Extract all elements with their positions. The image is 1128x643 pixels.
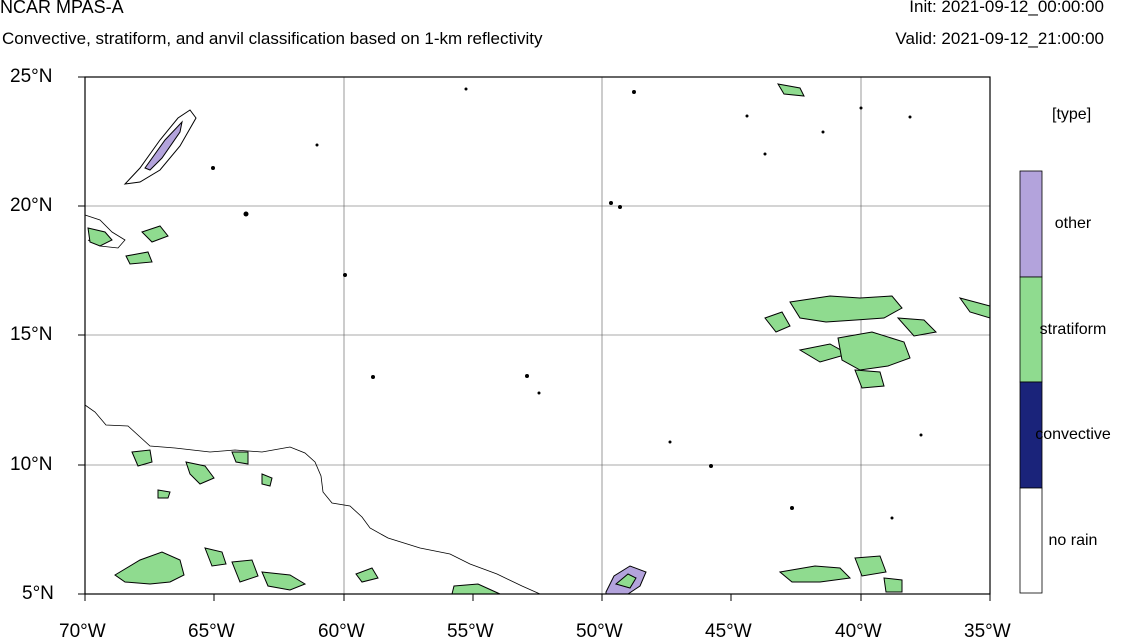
lon-label-65w: 65°W: [188, 621, 235, 642]
legend-label-no-rain: no rain: [1048, 532, 1098, 549]
lat-label-15n: 15°N: [10, 324, 53, 345]
plot-description: Convective, stratiform, and anvil classi…: [2, 29, 543, 48]
coastline: [84, 214, 541, 595]
precip-features: [87, 83, 991, 595]
lon-label-60w: 60°W: [318, 621, 365, 642]
lat-label-20n: 20°N: [10, 195, 53, 216]
lat-label-5n: 5°N: [22, 583, 54, 604]
legend-label-other: other: [1054, 215, 1092, 232]
map-gridlines: [85, 77, 990, 594]
legend-label-stratiform: stratiform: [1039, 321, 1107, 338]
lon-label-45w: 45°W: [705, 621, 752, 642]
valid-time: Valid: 2021-09-12_21:00:00: [895, 29, 1104, 48]
tick-marks: [78, 76, 991, 601]
lat-label-10n: 10°N: [10, 454, 53, 475]
lon-label-70w: 70°W: [59, 621, 106, 642]
isolated-cells: [211, 87, 923, 520]
lon-label-55w: 55°W: [447, 621, 494, 642]
lon-label-40w: 40°W: [835, 621, 882, 642]
legend-unit: [type]: [1052, 106, 1092, 123]
legend-swatch-no-rain: [1019, 487, 1043, 594]
init-time: Init: 2021-09-12_00:00:00: [909, 0, 1104, 16]
legend-label-convective: convective: [1035, 426, 1111, 443]
lon-label-35w: 35°W: [964, 621, 1011, 642]
lat-label-25n: 25°N: [10, 66, 53, 87]
model-title: NCAR MPAS-A: [0, 0, 124, 17]
lon-label-50w: 50°W: [576, 621, 623, 642]
legend-colorbar: [1019, 170, 1043, 594]
